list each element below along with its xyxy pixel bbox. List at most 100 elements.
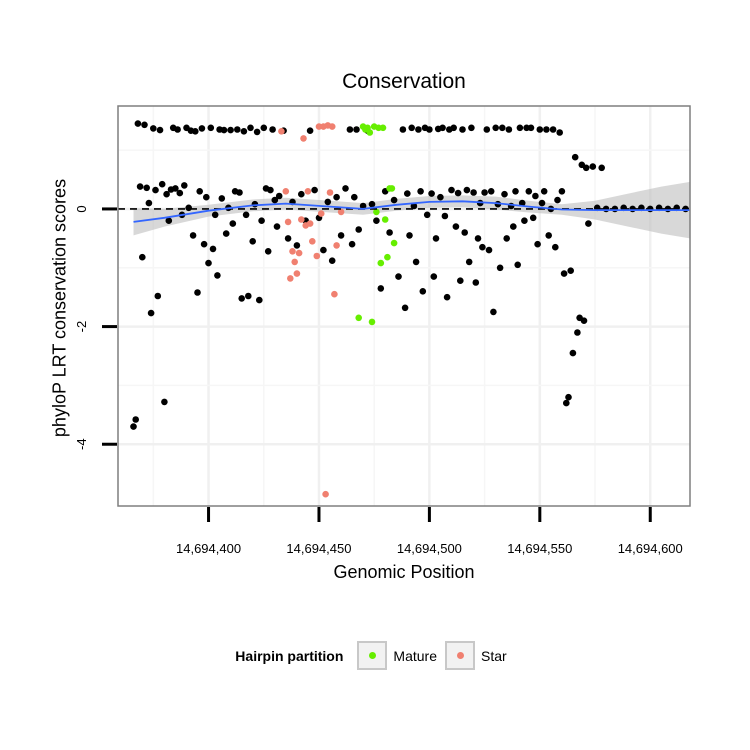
point-other (271, 196, 279, 204)
point-mature (373, 208, 380, 216)
point-other (487, 188, 495, 195)
point-other (417, 188, 424, 195)
point-mature (366, 129, 374, 136)
x-tick-label: 14,694,400 (176, 541, 241, 556)
point-other (423, 211, 431, 219)
point-other (284, 235, 292, 242)
point-other (505, 126, 513, 133)
point-other (161, 398, 168, 406)
point-star (313, 252, 321, 260)
point-other (147, 309, 155, 317)
point-other (152, 186, 159, 194)
point-other (251, 200, 259, 208)
point-other (222, 230, 230, 237)
point-other (554, 196, 561, 204)
point-other (324, 198, 332, 206)
point-other (556, 129, 563, 136)
legend-title: Hairpin partition (235, 647, 344, 664)
point-other (408, 124, 416, 132)
point-other (145, 199, 153, 207)
point-other (258, 217, 265, 224)
point-other (373, 217, 380, 224)
legend-label-mature: Mature (393, 647, 437, 664)
legend-key-star (445, 641, 475, 670)
point-other (154, 292, 162, 300)
point-mature (355, 314, 363, 322)
point-other (176, 189, 184, 197)
point-other (529, 214, 537, 222)
point-mature (379, 124, 387, 132)
point-other (229, 220, 237, 227)
point-star (298, 216, 305, 223)
point-other (249, 238, 256, 245)
point-other (470, 189, 477, 196)
point-other (351, 193, 358, 201)
chart-title: Conservation (342, 70, 466, 93)
point-other (275, 192, 283, 200)
point-other (415, 126, 422, 133)
point-other (207, 124, 215, 132)
point-other (450, 124, 458, 132)
point-other (211, 211, 219, 219)
point-other (452, 223, 460, 230)
point-other (525, 188, 533, 195)
point-star (328, 123, 336, 130)
point-other (269, 126, 276, 133)
point-other (220, 126, 228, 134)
point-other (496, 264, 504, 272)
point-other (203, 193, 210, 201)
point-other (589, 163, 597, 170)
point-other (368, 200, 376, 208)
point-other (238, 295, 245, 302)
point-other (386, 229, 393, 236)
point-other (428, 190, 435, 197)
point-other (472, 279, 480, 286)
point-other (540, 188, 548, 195)
point-other (150, 125, 157, 132)
point-other (501, 190, 508, 198)
point-other (463, 186, 471, 194)
point-other (485, 246, 493, 254)
point-other (534, 240, 541, 248)
point-other (412, 258, 420, 266)
point-other (172, 185, 179, 192)
point-other (490, 308, 497, 316)
legend-label-star: Star (481, 647, 507, 664)
point-other (516, 124, 524, 132)
point-other (404, 190, 411, 197)
point-other (253, 128, 261, 136)
legend-dot-star-icon (456, 652, 464, 659)
point-other (545, 232, 552, 239)
point-other (569, 349, 577, 357)
point-other (406, 232, 413, 239)
legend-dot-mature-icon (368, 652, 376, 659)
point-other (574, 329, 581, 336)
point-other (293, 242, 301, 249)
point-star (322, 490, 329, 498)
point-star (306, 220, 314, 227)
legend-key-mature (357, 641, 388, 670)
point-other (205, 259, 212, 267)
point-other (136, 183, 144, 190)
point-other (346, 126, 354, 133)
smooth-fit-line (133, 200, 690, 223)
point-star (289, 248, 296, 255)
point-other (132, 416, 139, 423)
point-other (410, 202, 418, 210)
point-other (353, 126, 360, 133)
x-axis-label: Genomic Position (333, 562, 475, 582)
legend-entry-mature: Mature (357, 641, 437, 670)
point-star (300, 135, 307, 142)
point-other (459, 126, 466, 133)
point-other (337, 232, 345, 239)
point-other (426, 126, 433, 133)
point-star (326, 189, 334, 196)
point-other (565, 393, 572, 401)
point-other (510, 223, 517, 230)
point-other (192, 128, 199, 135)
point-other (448, 186, 455, 194)
x-tick-label: 14,694,450 (286, 541, 351, 556)
point-other (390, 196, 398, 204)
point-other (580, 317, 588, 325)
